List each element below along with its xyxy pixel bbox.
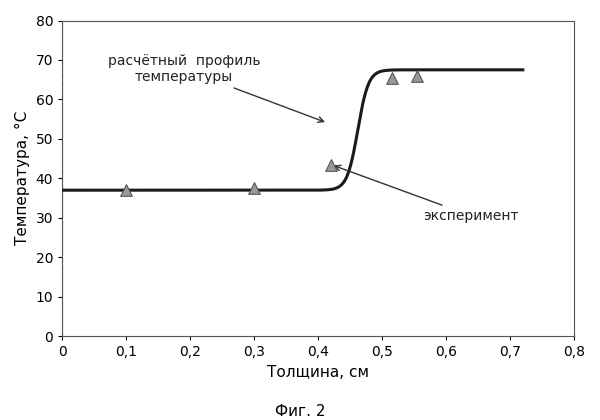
Point xyxy=(387,74,397,81)
Point xyxy=(250,185,259,192)
Text: расчётный  профиль
температуры: расчётный профиль температуры xyxy=(107,54,323,122)
Point xyxy=(326,161,336,168)
X-axis label: Толщина, см: Толщина, см xyxy=(267,365,369,380)
Point xyxy=(412,72,422,79)
Text: эксперимент: эксперимент xyxy=(335,165,519,223)
Point xyxy=(121,187,131,194)
Y-axis label: Температура, °С: Температура, °С xyxy=(15,111,30,245)
Text: Фиг. 2: Фиг. 2 xyxy=(275,404,325,419)
